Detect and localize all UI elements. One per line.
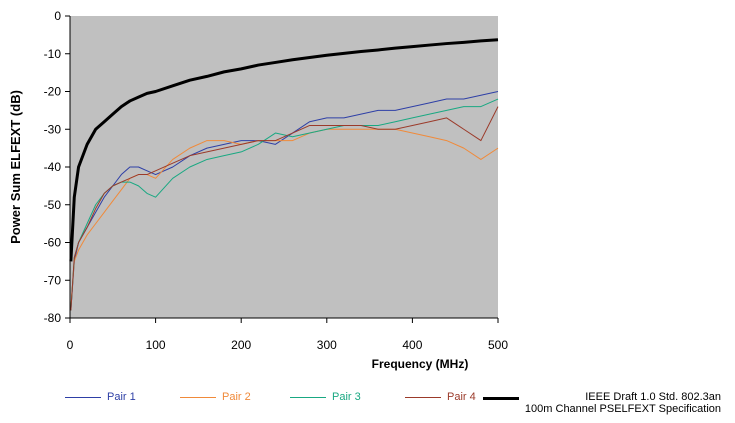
x-tick-label: 300 bbox=[317, 338, 337, 352]
legend-swatch bbox=[180, 397, 216, 398]
legend-label: Pair 2 bbox=[222, 391, 251, 403]
y-tick-label: -50 bbox=[44, 198, 62, 212]
legend-item: Pair 1 bbox=[65, 391, 136, 403]
legend-label: Pair 4 bbox=[447, 391, 476, 403]
x-tick-label: 200 bbox=[231, 338, 251, 352]
y-tick-label: -80 bbox=[44, 311, 62, 325]
y-tick-label: -60 bbox=[44, 236, 62, 250]
x-tick-label: 100 bbox=[146, 338, 166, 352]
series-line bbox=[70, 106, 499, 311]
legend-label: Pair 3 bbox=[332, 391, 361, 403]
legend-label: Pair 1 bbox=[107, 391, 136, 403]
series-line bbox=[70, 128, 499, 307]
y-tick-label: -10 bbox=[44, 47, 62, 61]
x-tick-label: 0 bbox=[67, 338, 74, 352]
legend-swatch bbox=[290, 397, 326, 398]
x-axis-label: Frequency (MHz) bbox=[372, 357, 469, 371]
legend-swatch bbox=[405, 397, 441, 398]
legend-item: Pair 3 bbox=[290, 391, 361, 403]
y-tick-label: -20 bbox=[44, 85, 62, 99]
y-tick-label: -70 bbox=[44, 273, 62, 287]
y-tick-label: -40 bbox=[44, 160, 62, 174]
x-tick-label: 500 bbox=[488, 338, 508, 352]
legend-swatch bbox=[65, 397, 101, 398]
legend-item: IEEE Draft 1.0 Std. 802.3an 100m Channel… bbox=[482, 391, 721, 415]
plot-area bbox=[70, 16, 498, 318]
series-line bbox=[69, 38, 499, 262]
x-tick-label: 400 bbox=[402, 338, 422, 352]
y-tick-label: 0 bbox=[54, 9, 61, 23]
legend-swatch bbox=[482, 397, 519, 400]
y-tick-label: -30 bbox=[44, 122, 62, 136]
legend-item: Pair 4 bbox=[405, 391, 476, 403]
y-axis-label: Power Sum ELFEXT (dB) bbox=[8, 90, 23, 244]
legend-item: Pair 2 bbox=[180, 391, 251, 403]
legend-label: IEEE Draft 1.0 Std. 802.3an 100m Channel… bbox=[524, 391, 721, 415]
